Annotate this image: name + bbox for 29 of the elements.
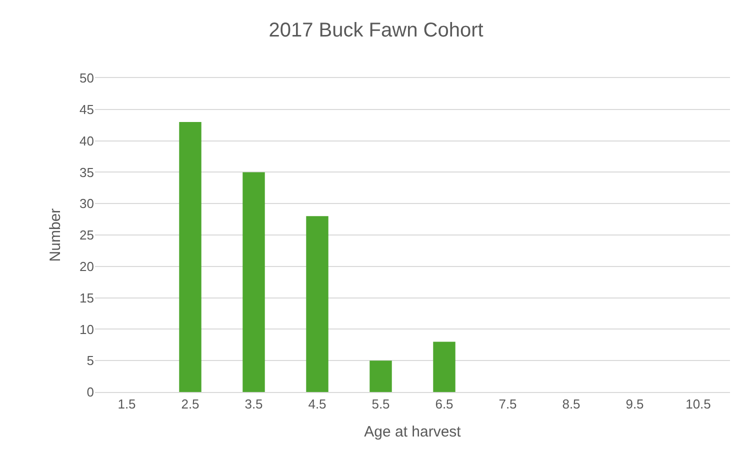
x-tick-label: 10.5 xyxy=(686,396,711,412)
x-tick-label: 9.5 xyxy=(626,396,644,412)
chart-title: 2017 Buck Fawn Cohort xyxy=(268,20,484,42)
y-axis-title: Number xyxy=(46,208,64,262)
x-tick-label: 1.5 xyxy=(118,396,136,412)
y-tick-label: 20 xyxy=(80,258,94,274)
y-tick-label: 10 xyxy=(80,322,94,337)
x-tick-label: 6.5 xyxy=(435,396,454,412)
x-tick-label: 3.5 xyxy=(244,396,263,412)
y-tick-label: 5 xyxy=(86,353,94,368)
bar xyxy=(433,342,456,392)
x-tick-label: 5.5 xyxy=(372,396,390,412)
x-tick-label: 2.5 xyxy=(181,396,200,412)
bar xyxy=(306,216,328,392)
y-tick-label: 25 xyxy=(80,228,94,243)
x-tick-label: 7.5 xyxy=(498,396,517,412)
y-tick-label: 0 xyxy=(86,384,94,400)
bar xyxy=(370,360,392,392)
y-tick-label: 40 xyxy=(80,133,94,148)
x-tick-label: 8.5 xyxy=(562,396,580,412)
y-tick-label: 30 xyxy=(80,196,94,212)
y-tick-label: 45 xyxy=(80,102,94,117)
x-axis-title: Age at harvest xyxy=(364,424,462,441)
bar xyxy=(179,122,202,392)
y-tick-label: 15 xyxy=(80,290,94,306)
y-tick-label: 50 xyxy=(80,70,94,86)
y-tick-label: 35 xyxy=(80,164,94,180)
x-tick-label: 4.5 xyxy=(308,396,326,412)
bar xyxy=(242,172,265,392)
